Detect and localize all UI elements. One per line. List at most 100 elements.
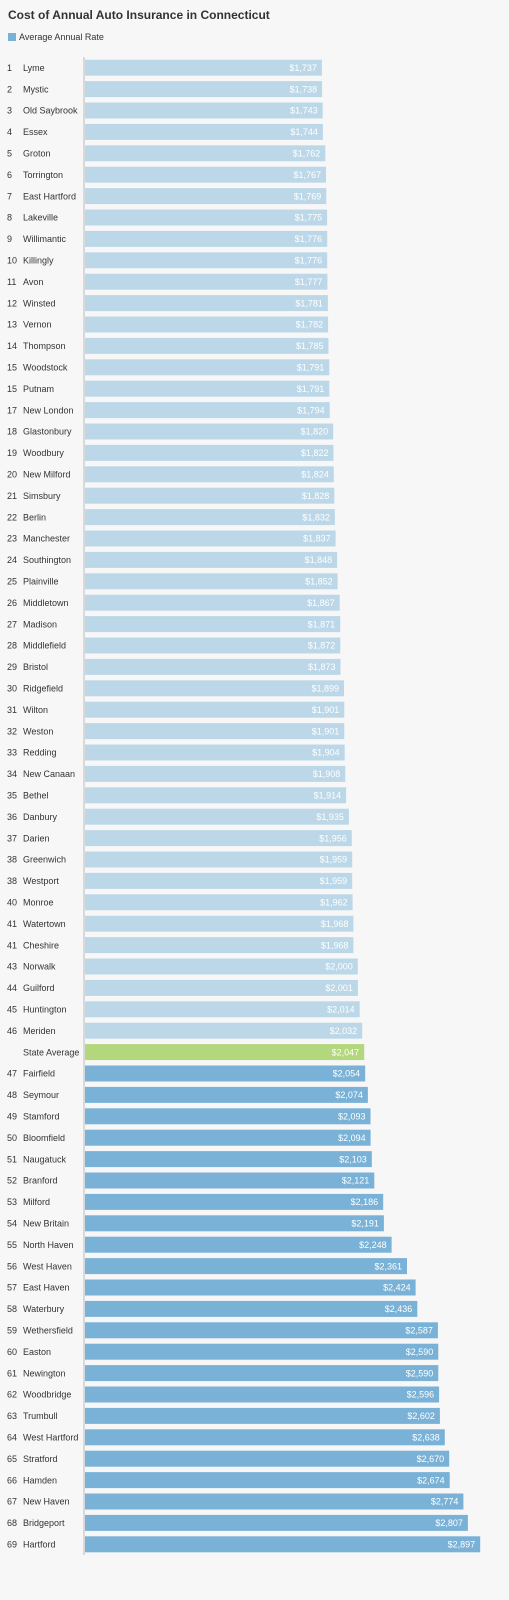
bar[interactable] bbox=[85, 937, 354, 954]
bar[interactable] bbox=[85, 1407, 440, 1424]
bar[interactable] bbox=[85, 230, 328, 247]
rank-label: 66 bbox=[7, 1475, 17, 1485]
category-label: Meriden bbox=[23, 1026, 56, 1036]
bar[interactable] bbox=[85, 958, 358, 975]
bar[interactable] bbox=[85, 851, 353, 868]
bar[interactable] bbox=[85, 1215, 384, 1232]
bar[interactable] bbox=[85, 979, 358, 996]
rank-label: 65 bbox=[7, 1454, 17, 1464]
bar[interactable] bbox=[85, 787, 347, 804]
data-label: $2,121 bbox=[342, 1176, 370, 1186]
bar[interactable] bbox=[85, 872, 353, 889]
data-label: $1,828 bbox=[302, 491, 330, 501]
rank-label: 38 bbox=[7, 855, 17, 865]
bar[interactable] bbox=[85, 209, 328, 226]
data-label: $1,767 bbox=[293, 170, 321, 180]
data-label: $1,872 bbox=[308, 641, 336, 651]
legend[interactable]: Average Annual Rate bbox=[8, 32, 104, 42]
bar[interactable] bbox=[85, 188, 327, 205]
bar[interactable] bbox=[85, 380, 330, 397]
bar[interactable] bbox=[85, 530, 336, 547]
data-label: $1,776 bbox=[295, 234, 323, 244]
bar[interactable] bbox=[85, 830, 352, 847]
bar[interactable] bbox=[85, 1300, 418, 1317]
bar[interactable] bbox=[85, 1493, 464, 1510]
rank-label: 45 bbox=[7, 1005, 17, 1015]
category-label: Old Saybrook bbox=[23, 106, 78, 116]
bar[interactable] bbox=[85, 444, 334, 461]
bar[interactable] bbox=[85, 295, 328, 312]
bar[interactable] bbox=[85, 551, 338, 568]
bar[interactable] bbox=[85, 637, 341, 654]
data-label: $1,744 bbox=[290, 127, 318, 137]
bar[interactable] bbox=[85, 1044, 365, 1061]
bar[interactable] bbox=[85, 1193, 384, 1210]
bar[interactable] bbox=[85, 1001, 360, 1018]
bar[interactable] bbox=[85, 1472, 450, 1489]
bar[interactable] bbox=[85, 316, 329, 333]
bar[interactable] bbox=[85, 765, 346, 782]
category-label: Stratford bbox=[23, 1454, 58, 1464]
data-label: $1,873 bbox=[308, 662, 336, 672]
bar[interactable] bbox=[85, 466, 334, 483]
category-label: Hamden bbox=[23, 1475, 57, 1485]
rank-label: 28 bbox=[7, 641, 17, 651]
rank-label: 54 bbox=[7, 1219, 17, 1229]
bar[interactable] bbox=[85, 423, 334, 440]
category-label: Greenwich bbox=[23, 855, 66, 865]
bar[interactable] bbox=[85, 915, 354, 932]
bar[interactable] bbox=[85, 252, 328, 269]
bar[interactable] bbox=[85, 1536, 481, 1553]
bar[interactable] bbox=[85, 1386, 440, 1403]
bar[interactable] bbox=[85, 594, 340, 611]
rank-label: 60 bbox=[7, 1347, 17, 1357]
bar[interactable] bbox=[85, 123, 323, 140]
data-label: $1,832 bbox=[302, 512, 330, 522]
bar[interactable] bbox=[85, 1365, 439, 1382]
bar[interactable] bbox=[85, 487, 335, 504]
bar[interactable] bbox=[85, 808, 349, 825]
bar[interactable] bbox=[85, 894, 353, 911]
bar[interactable] bbox=[85, 701, 345, 718]
bar[interactable] bbox=[85, 658, 341, 675]
bar[interactable] bbox=[85, 1022, 363, 1039]
category-label: Avon bbox=[23, 277, 43, 287]
bar[interactable] bbox=[85, 81, 323, 98]
bar[interactable] bbox=[85, 145, 326, 162]
category-label: Middletown bbox=[23, 598, 69, 608]
bar[interactable] bbox=[85, 1343, 439, 1360]
bar[interactable] bbox=[85, 1258, 407, 1275]
bar[interactable] bbox=[85, 1429, 445, 1446]
bar[interactable] bbox=[85, 1086, 368, 1103]
bar[interactable] bbox=[85, 1279, 416, 1296]
bar[interactable] bbox=[85, 102, 323, 119]
bar[interactable] bbox=[85, 1172, 375, 1189]
bar[interactable] bbox=[85, 402, 330, 419]
rank-label: 19 bbox=[7, 448, 17, 458]
bar[interactable] bbox=[85, 744, 345, 761]
bar[interactable] bbox=[85, 573, 338, 590]
bar[interactable] bbox=[85, 616, 341, 633]
category-label: Bloomfield bbox=[23, 1133, 65, 1143]
bar[interactable] bbox=[85, 166, 326, 183]
category-label: Woodbridge bbox=[23, 1390, 71, 1400]
bar[interactable] bbox=[85, 1322, 438, 1339]
bar[interactable] bbox=[85, 723, 345, 740]
bar[interactable] bbox=[85, 59, 322, 76]
bar[interactable] bbox=[85, 1236, 392, 1253]
bar[interactable] bbox=[85, 273, 328, 290]
bar[interactable] bbox=[85, 1108, 371, 1125]
bar[interactable] bbox=[85, 359, 330, 376]
rank-label: 3 bbox=[7, 106, 12, 116]
bar[interactable] bbox=[85, 1129, 371, 1146]
rank-label: 7 bbox=[7, 191, 12, 201]
bar[interactable] bbox=[85, 680, 344, 697]
bar[interactable] bbox=[85, 1450, 450, 1467]
bar[interactable] bbox=[85, 1514, 468, 1531]
data-label: $2,186 bbox=[351, 1197, 379, 1207]
data-label: $1,848 bbox=[305, 555, 333, 565]
bar[interactable] bbox=[85, 1151, 372, 1168]
bar[interactable] bbox=[85, 509, 335, 526]
bar[interactable] bbox=[85, 1065, 366, 1082]
bar[interactable] bbox=[85, 337, 329, 354]
